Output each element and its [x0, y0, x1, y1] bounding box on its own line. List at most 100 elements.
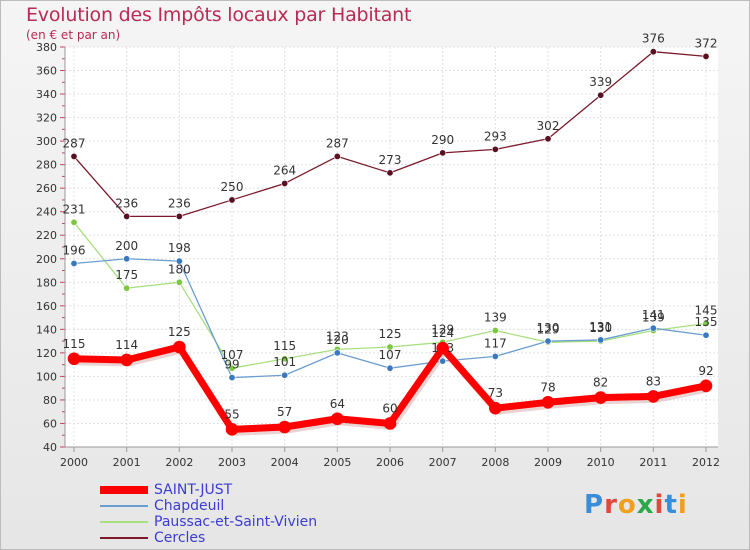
data-point-saint-just [647, 390, 660, 403]
data-point-saint-just [278, 420, 291, 434]
data-point-paussac-et-saint-vivien [123, 284, 131, 292]
y-tick-label: 260 [36, 182, 57, 195]
x-tick-label: 2000 [60, 456, 88, 469]
data-point-saint-just [594, 391, 607, 404]
data-point-saint-just [436, 341, 449, 355]
data-label-saint-just: 125 [168, 325, 191, 339]
data-point-saint-just [541, 395, 555, 409]
data-point-saint-just [699, 379, 713, 393]
data-point-saint-just [383, 417, 397, 430]
data-point-saint-just [67, 352, 81, 366]
data-point-chapdeuil [228, 374, 236, 382]
data-label-chapdeuil: 101 [273, 355, 296, 369]
y-tick-label: 120 [36, 347, 57, 360]
data-label-paussac-et-saint-vivien: 115 [273, 339, 296, 353]
data-label-cercles: 293 [484, 129, 507, 143]
chart-subtitle: (en € et par an) [26, 28, 121, 42]
data-point-saint-just [120, 353, 133, 367]
data-label-chapdeuil: 135 [695, 315, 718, 329]
legend-label: Chapdeuil [154, 498, 225, 514]
data-label-paussac-et-saint-vivien: 125 [379, 327, 402, 341]
logo-letter: o [617, 490, 637, 520]
data-label-saint-just: 60 [382, 401, 397, 415]
logo-letter: x [636, 490, 655, 520]
data-point-cercles [597, 91, 605, 99]
y-tick-label: 320 [36, 112, 57, 125]
data-point-cercles [439, 149, 447, 157]
legend-label: Paussac-et-Saint-Vivien [154, 514, 318, 530]
data-point-paussac-et-saint-vivien [70, 218, 78, 226]
data-point-cercles [491, 145, 499, 153]
data-point-cercles [386, 169, 394, 177]
x-tick-label: 2005 [323, 456, 351, 469]
y-tick-label: 340 [36, 88, 57, 101]
data-point-cercles [175, 212, 183, 220]
data-label-saint-just: 124 [431, 326, 454, 340]
data-label-cercles: 376 [642, 32, 665, 46]
x-tick-label: 2009 [534, 456, 562, 469]
data-label-paussac-et-saint-vivien: 129 [537, 322, 560, 336]
y-tick-label: 140 [36, 323, 57, 336]
data-label-saint-just: 115 [63, 337, 86, 351]
data-point-cercles [123, 212, 131, 220]
y-tick-label: 240 [36, 206, 57, 219]
data-label-cercles: 287 [326, 136, 349, 150]
logo-letter: t [664, 490, 678, 520]
y-tick-label: 200 [36, 253, 57, 266]
y-tick-label: 280 [36, 159, 57, 172]
data-point-chapdeuil [702, 331, 710, 339]
data-label-paussac-et-saint-vivien: 175 [115, 268, 138, 282]
x-tick-label: 2006 [376, 456, 404, 469]
data-point-paussac-et-saint-vivien [281, 355, 289, 363]
data-label-chapdeuil: 141 [642, 308, 665, 322]
data-label-cercles: 264 [273, 163, 296, 177]
data-point-cercles [702, 52, 710, 60]
x-tick-label: 2010 [587, 456, 615, 469]
data-point-chapdeuil [70, 259, 78, 267]
data-label-paussac-et-saint-vivien: 107 [221, 348, 244, 362]
data-point-chapdeuil [175, 257, 183, 265]
data-label-saint-just: 55 [224, 407, 239, 421]
x-tick-label: 2002 [165, 456, 193, 469]
data-label-cercles: 372 [695, 36, 718, 50]
data-point-paussac-et-saint-vivien [386, 343, 394, 351]
data-point-saint-just [489, 401, 502, 415]
data-label-chapdeuil: 196 [63, 243, 86, 257]
data-point-cercles [281, 179, 289, 187]
data-label-cercles: 273 [379, 153, 402, 167]
data-point-paussac-et-saint-vivien [228, 364, 236, 372]
x-tick-label: 2003 [218, 456, 246, 469]
x-tick-label: 2011 [639, 456, 667, 469]
y-tick-label: 60 [43, 417, 57, 430]
legend-swatch [100, 537, 148, 539]
data-point-chapdeuil [491, 352, 499, 360]
logo-letter: r [604, 490, 618, 520]
data-label-chapdeuil: 130 [537, 321, 560, 335]
logo-letter: i [677, 490, 688, 520]
data-label-chapdeuil: 198 [168, 241, 191, 255]
data-point-chapdeuil [281, 371, 289, 379]
data-point-cercles [649, 48, 657, 56]
legend-label: Cercles [154, 530, 206, 546]
data-label-chapdeuil: 117 [484, 336, 507, 350]
data-point-chapdeuil [123, 255, 131, 263]
data-label-paussac-et-saint-vivien: 231 [63, 202, 86, 216]
data-point-chapdeuil [597, 336, 605, 344]
data-label-saint-just: 64 [330, 397, 345, 411]
data-point-chapdeuil [333, 349, 341, 357]
y-tick-label: 100 [36, 370, 57, 383]
data-label-paussac-et-saint-vivien: 180 [168, 262, 191, 276]
y-tick-label: 380 [36, 41, 57, 54]
data-point-cercles [70, 152, 78, 160]
legend-swatch [100, 486, 148, 494]
y-tick-label: 360 [36, 65, 57, 78]
data-label-chapdeuil: 120 [326, 333, 349, 347]
data-label-paussac-et-saint-vivien: 129 [431, 322, 454, 336]
data-label-chapdeuil: 107 [379, 348, 402, 362]
data-label-saint-just: 73 [488, 386, 503, 400]
legend-swatch [100, 521, 148, 523]
data-point-chapdeuil [386, 364, 394, 372]
logo-letter: i [654, 490, 665, 520]
y-tick-label: 180 [36, 276, 57, 289]
